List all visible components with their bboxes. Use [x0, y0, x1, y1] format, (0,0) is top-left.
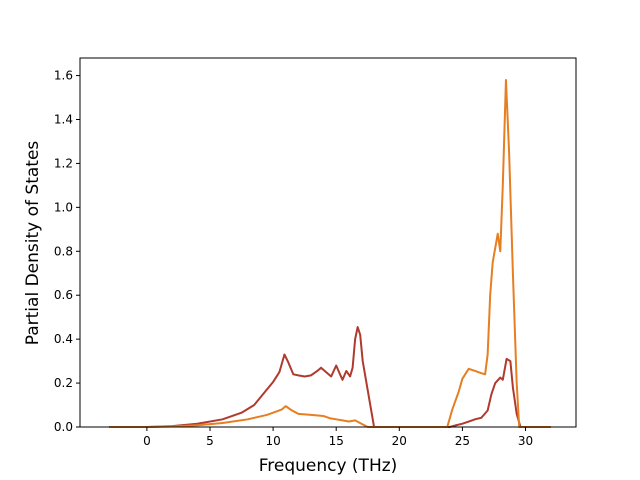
x-axis-label: Frequency (THz) [259, 456, 398, 476]
y-tick-label: 1.2 [54, 156, 73, 170]
y-tick-label: 0.0 [54, 420, 73, 434]
y-tick-label: 1.4 [54, 113, 73, 127]
y-axis-ticks: 0.0 0.2 0.4 0.6 0.8 1.0 1.2 1.4 1.6 [54, 69, 80, 434]
y-tick-label: 1.6 [54, 69, 73, 83]
x-tick-label: 20 [392, 434, 407, 448]
x-tick-label: 0 [143, 434, 151, 448]
x-axis-ticks: 0 5 10 15 20 25 30 [143, 427, 533, 448]
y-tick-label: 0.6 [54, 288, 73, 302]
y-tick-label: 0.2 [54, 376, 73, 390]
series-line-0 [109, 326, 551, 428]
y-tick-label: 1.0 [54, 200, 73, 214]
y-axis-label: Partial Density of States [23, 141, 43, 346]
x-tick-label: 5 [206, 434, 214, 448]
y-tick-label: 0.8 [54, 244, 73, 258]
plot-frame [79, 57, 577, 428]
x-tick-label: 25 [455, 434, 470, 448]
x-tick-label: 15 [329, 434, 344, 448]
x-tick-label: 30 [518, 434, 533, 448]
series-layer [109, 78, 551, 428]
y-tick-label: 0.4 [54, 332, 73, 346]
x-tick-label: 10 [265, 434, 280, 448]
